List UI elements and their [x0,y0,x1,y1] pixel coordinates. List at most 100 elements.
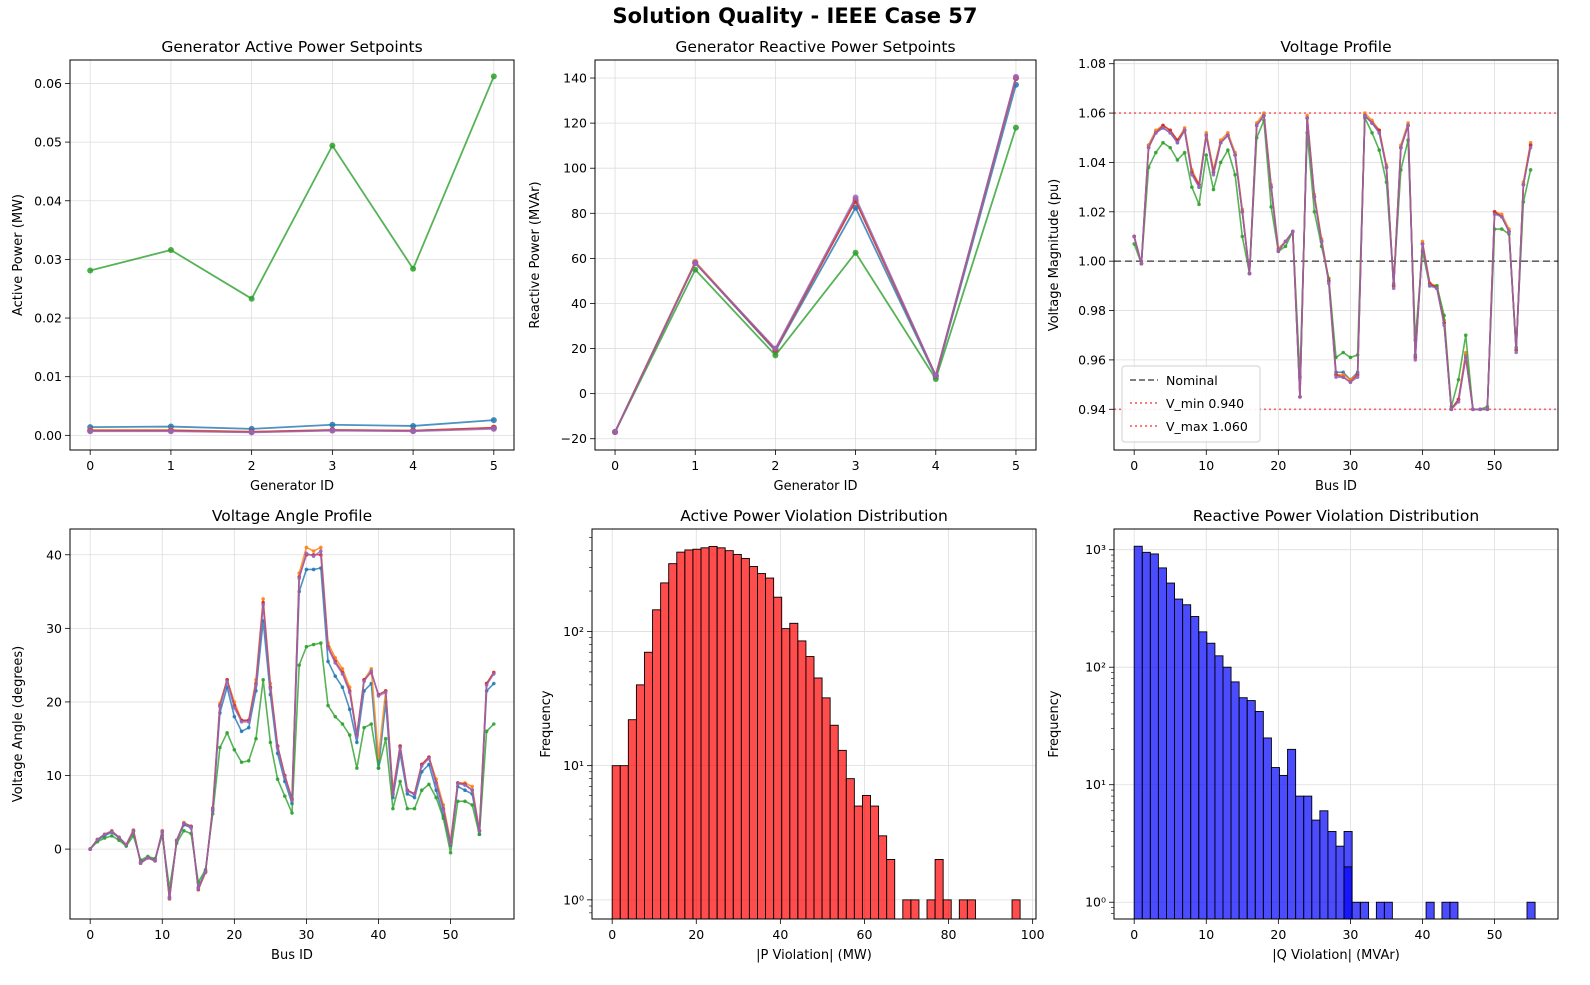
y-tick-label: 0.06 [34,76,62,91]
histogram-bar [1254,711,1264,920]
data-point [1182,126,1187,130]
histogram-bar [910,899,920,920]
histogram-bar [1526,901,1536,920]
y-tick-label: 60 [571,251,587,266]
data-point [88,847,92,851]
data-point [1420,242,1425,246]
histogram-bar [1262,737,1272,920]
histogram-bar [1295,795,1305,920]
x-axis-label: |P Violation| (MW) [756,948,872,963]
data-point [355,734,359,739]
y-tick-label: 1.02 [1078,204,1106,219]
data-point [383,736,388,741]
data-point [1377,131,1382,135]
data-point [612,428,619,435]
x-tick-label: 0 [86,927,94,942]
y-tick-label: 140 [563,71,587,86]
x-tick-label: 30 [1342,458,1358,473]
data-point [1283,239,1288,244]
data-point [1377,148,1382,152]
data-point [248,295,255,302]
data-point [1161,126,1165,130]
data-point [463,788,467,793]
data-point [1471,407,1475,412]
data-point [304,551,309,556]
series-line-5 [90,427,494,434]
x-tick-label: 50 [1487,927,1503,942]
y-tick-label: 10⁰ [563,892,584,907]
data-point [1406,123,1410,128]
data-point [1204,133,1209,138]
data-point [376,766,381,770]
histogram-bar [1343,866,1353,920]
histogram-bar [813,677,823,920]
y-tick-label: 0.02 [34,311,62,326]
y-tick-label: 10³ [1085,542,1106,557]
y-tick-label: 0.94 [1078,402,1106,417]
data-point [1492,210,1497,214]
y-tick-label: 0.03 [34,252,62,267]
data-point [117,835,121,840]
data-point [311,554,316,559]
data-point [405,806,410,811]
histogram-bar [1246,700,1256,920]
x-tick-label: 80 [941,927,957,942]
x-tick-label: 40 [371,927,387,942]
data-point [102,836,107,840]
data-point [1413,358,1418,362]
y-tick-label: 1.00 [1078,254,1106,269]
data-point [261,602,265,607]
data-point [1449,407,1454,412]
data-point [398,745,402,750]
data-point [268,740,273,745]
histogram-bar [692,548,702,920]
data-point [1197,185,1201,189]
histogram-bar [845,778,855,920]
y-tick-label: 10² [563,624,584,639]
data-point [138,861,143,865]
data-point [1226,131,1230,135]
data-point [174,838,179,843]
data-point [329,142,336,149]
data-point [1283,244,1288,249]
histogram-bar [1383,901,1393,920]
data-point [311,567,316,572]
plot-area [70,60,514,450]
histogram-bar [821,697,831,920]
histogram-bar [1222,666,1232,920]
histogram-bar [611,765,621,920]
data-point [448,850,453,855]
histogram-bar [635,684,645,920]
data-point [333,674,338,678]
data-point [1211,187,1216,192]
data-point [1528,140,1533,145]
histogram-bar [684,549,694,920]
chart-title: Active Power Violation Distribution [680,507,948,525]
data-point [304,644,309,649]
data-point [1218,140,1223,145]
data-point [410,265,417,272]
x-tick-label: 0 [1130,458,1138,473]
x-tick-label: 10 [1198,927,1214,942]
x-tick-label: 0 [611,458,619,473]
x-tick-label: 100 [1021,927,1045,942]
data-point [239,719,244,724]
data-point [455,781,460,786]
data-point [1190,185,1194,189]
histogram-bar [1335,845,1345,920]
data-point [492,722,496,726]
data-point [1233,153,1237,157]
histogram-bar [1319,810,1329,920]
data-point [182,821,186,826]
data-point [1406,121,1410,125]
data-point [1146,145,1151,150]
histogram-bar [708,545,718,920]
data-point [1218,160,1223,165]
y-tick-label: 10² [1085,660,1106,675]
plot-area [70,529,514,919]
x-tick-label: 5 [490,458,498,473]
data-point [225,679,229,684]
histogram-bar [1327,831,1337,920]
histogram-bar [1206,642,1216,920]
data-point [1348,380,1353,384]
